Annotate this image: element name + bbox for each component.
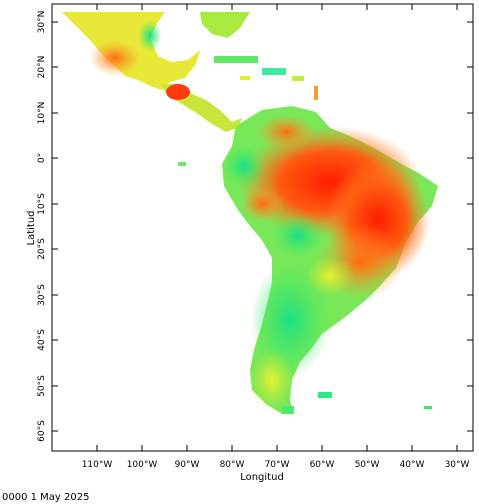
lat-label-50s: 50°S xyxy=(37,375,47,397)
lon-label-50w: 50°W xyxy=(355,460,380,470)
lon-label-110w: 110°W xyxy=(82,460,113,470)
field-colombia-orange xyxy=(256,114,316,150)
island-falklands xyxy=(318,392,332,398)
island-tdc xyxy=(282,406,294,414)
lat-label-10n: 10°N xyxy=(37,102,47,125)
lon-label-30w: 30°W xyxy=(445,460,470,470)
field-bolivia-green xyxy=(272,214,324,258)
lon-label-80w: 80°W xyxy=(220,460,245,470)
field-ecuador-green xyxy=(222,144,266,188)
island-hispaniola xyxy=(262,68,286,75)
island-lesser-antilles xyxy=(314,86,318,100)
field-mexico-orange xyxy=(89,40,141,76)
lon-label-100w: 100°W xyxy=(127,460,158,470)
longitude-ticks xyxy=(96,4,458,451)
y-axis-title: Latitud xyxy=(26,210,37,245)
lon-label-40w: 40°W xyxy=(400,460,425,470)
lat-label-30s: 30°S xyxy=(37,284,47,306)
field-sierra-green xyxy=(138,20,162,52)
island-cuba xyxy=(214,56,258,63)
field-chaco-yellow xyxy=(306,256,354,296)
field-peru-orange xyxy=(240,186,284,222)
lat-label-0: 0° xyxy=(37,153,47,163)
field-mexico-south-red xyxy=(166,84,190,100)
lon-label-60w: 60°W xyxy=(310,460,335,470)
lon-label-70w: 70°W xyxy=(265,460,290,470)
island-south-georgia xyxy=(424,406,432,409)
lat-label-10s: 10°S xyxy=(37,193,47,215)
lat-label-20s: 20°S xyxy=(37,238,47,260)
island-galapagos xyxy=(178,162,186,166)
field-patagonia-yellow xyxy=(250,350,294,410)
latitude-ticks xyxy=(52,21,473,432)
data-field xyxy=(62,12,438,414)
island-jamaica xyxy=(240,76,250,80)
land-florida-gulf xyxy=(200,12,250,38)
field-argentina-green xyxy=(250,262,330,378)
lat-label-40s: 40°S xyxy=(37,329,47,351)
timestamp: 0000 1 May 2025 xyxy=(2,492,89,503)
island-puerto-rico xyxy=(292,76,304,81)
x-axis-title: Longitud xyxy=(240,472,284,483)
lat-label-30n: 30°N xyxy=(37,11,47,34)
lat-label-60s: 60°S xyxy=(37,420,47,442)
lon-label-90w: 90°W xyxy=(175,460,200,470)
lat-label-20n: 20°N xyxy=(37,56,47,79)
